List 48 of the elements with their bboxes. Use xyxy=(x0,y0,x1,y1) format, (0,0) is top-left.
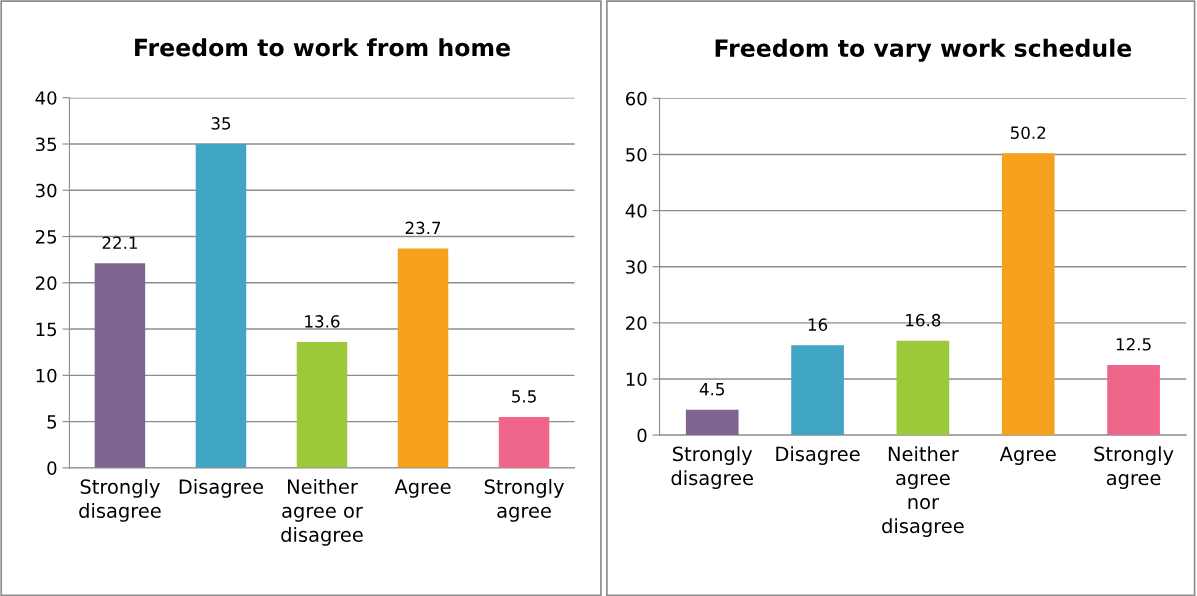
y-tick-label: 0 xyxy=(637,428,647,443)
y-tick-label: 0 xyxy=(47,461,57,475)
bar xyxy=(397,248,449,468)
y-tick-label: 25 xyxy=(35,230,57,244)
y-tick-label: 30 xyxy=(626,260,647,274)
y-tick-label: 5 xyxy=(47,415,57,429)
data-label: 22.1 xyxy=(102,236,137,249)
data-label: 16.8 xyxy=(906,313,941,327)
bar xyxy=(498,416,550,468)
y-tick-label: 20 xyxy=(35,276,57,290)
x-tick-label: Disagree xyxy=(776,446,860,466)
bar xyxy=(791,345,844,436)
bar xyxy=(94,263,146,468)
x-tick-label: Strongly agree xyxy=(1094,446,1174,489)
x-tick-label: Neither agree nor disagree xyxy=(882,446,964,537)
chart-title: Freedom to work from home xyxy=(135,38,510,57)
x-tick-label: Disagree xyxy=(179,478,264,498)
bar xyxy=(1001,153,1055,436)
y-tick-label: 20 xyxy=(626,316,647,330)
y-tick-label: 50 xyxy=(626,147,647,162)
y-tick-label: 35 xyxy=(36,137,57,152)
data-label: 4.5 xyxy=(699,383,725,396)
bar xyxy=(896,340,950,436)
bar xyxy=(1107,364,1160,436)
y-tick-label: 10 xyxy=(36,368,57,383)
x-tick-label: Strongly disagree xyxy=(671,446,753,489)
bar xyxy=(296,342,348,468)
y-tick-label: 40 xyxy=(35,91,57,105)
bar xyxy=(685,409,739,436)
y-tick-label: 40 xyxy=(625,204,647,218)
x-tick-label: Strongly agree xyxy=(484,478,564,522)
data-label: 50.2 xyxy=(1010,126,1046,139)
y-tick-label: 30 xyxy=(36,183,57,198)
x-tick-label: Neither agree or disagree xyxy=(281,478,363,546)
bar xyxy=(195,144,247,468)
data-label: 35 xyxy=(211,117,231,130)
x-tick-label: Agree xyxy=(999,446,1056,466)
data-label: 16 xyxy=(808,318,828,331)
y-tick-label: 15 xyxy=(36,322,57,337)
data-label: 12.5 xyxy=(1116,337,1151,351)
y-tick-label: 10 xyxy=(626,372,647,387)
y-tick-label: 60 xyxy=(626,91,647,106)
chart-title: Freedom to vary work schedule xyxy=(715,38,1132,62)
x-tick-label: Agree xyxy=(394,479,451,498)
data-label: 13.6 xyxy=(305,315,340,328)
data-label: 23.7 xyxy=(405,221,441,235)
x-tick-label: Strongly disagree xyxy=(79,478,161,522)
data-label: 5.5 xyxy=(512,390,536,403)
